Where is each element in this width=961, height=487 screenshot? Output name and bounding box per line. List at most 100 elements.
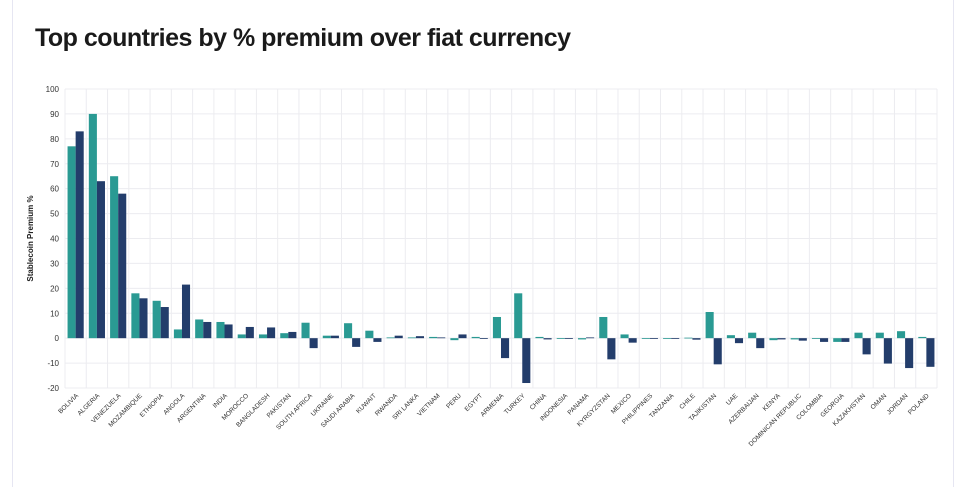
bar-indonesia-s2 [564,338,573,339]
y-tick-label: 40 [50,235,59,244]
bar-kenya-s2 [777,338,786,340]
x-tick-label: OMAN [870,392,889,411]
y-tick-label: -20 [47,384,59,393]
bar-tajikistan-s2 [713,338,722,365]
bar-kazakhstan-s1 [854,332,863,339]
bar-mexico-s1 [620,334,629,339]
bar-colombia-s1 [811,338,821,339]
bar-ukraine-s1 [322,335,331,339]
bar-peru-s2 [458,334,467,339]
bar-south-africa-s2 [309,338,318,349]
bar-dominican-republic-s2 [798,338,807,341]
x-tick-label: VIETNAM [416,392,441,417]
bar-mozambique-s1 [131,293,140,339]
bar-armenia-s1 [492,316,501,339]
bar-poland-s1 [918,336,927,339]
bar-uae-s2 [734,338,744,344]
bar-morocco-s1 [237,334,246,339]
y-axis-label: Stablecoin Premium % [26,195,35,281]
bar-india-s2 [224,324,233,339]
bar-saudi-arabia-s2 [352,338,361,347]
x-tick-label: EGYPT [464,392,485,413]
bar-angola-s1 [173,329,182,339]
bar-kyrgyzstan-s1 [599,316,608,339]
y-tick-label: 20 [50,284,59,293]
bar-pakistan-s2 [288,331,297,339]
bar-kyrgyzstan-s2 [607,338,616,360]
bar-uae-s1 [726,335,735,339]
y-tick-label: 0 [55,334,60,343]
bar-china-s2 [543,338,552,340]
bar-kazakhstan-s2 [862,338,871,355]
x-tick-label: JORDAN [886,392,910,416]
bar-venezuela-s2 [118,193,127,339]
bar-china-s1 [535,336,544,339]
y-tick-label: 10 [50,309,59,318]
bar-rwanda-s2 [394,335,403,339]
bar-india-s1 [216,321,225,339]
bar-saudi-arabia-s1 [344,323,353,339]
x-tick-label: PERU [445,392,463,410]
x-tick-label: TURKEY [503,392,527,416]
bar-philippines-s2 [649,338,658,339]
bar-mozambique-s2 [139,298,148,339]
x-tick-label: POLAND [907,392,931,416]
x-tick-label: CHINA [529,392,549,412]
bar-bangladesh-s2 [267,327,276,339]
y-tick-label: 60 [50,185,59,194]
y-tick-label: 50 [50,210,59,219]
bar-angola-s2 [181,284,191,339]
y-tick-label: 70 [50,160,59,169]
bar-algeria-s1 [88,113,97,339]
chart-panel [12,0,954,487]
bar-vietnam-s1 [429,336,438,339]
bar-georgia-s1 [833,338,842,342]
bar-oman-s1 [875,332,884,339]
x-tick-label: UAE [725,392,740,407]
bar-argentina-s1 [195,319,204,339]
y-tick-label: 30 [50,259,59,268]
bar-pakistan-s1 [280,333,289,339]
bar-mexico-s2 [628,338,637,343]
bar-armenia-s2 [501,338,510,359]
bar-peru-s1 [450,338,459,341]
x-tick-label: ARMENIA [480,392,506,418]
bar-chile-s2 [692,338,701,340]
bar-panama-s2 [586,337,595,339]
bar-dominican-republic-s1 [790,338,799,340]
bar-ukraine-s2 [330,335,339,339]
bar-turkey-s1 [514,293,523,339]
bar-bolivia-s2 [75,131,84,339]
bar-morocco-s2 [245,326,254,339]
bar-egypt-s1 [471,336,480,339]
chart-title: Top countries by % premium over fiat cur… [35,24,571,52]
y-tick-label: 80 [50,135,59,144]
bar-philippines-s1 [641,338,650,339]
x-tick-label: INDIA [212,392,230,410]
x-tick-label: CHILE [678,392,697,411]
bar-ethiopia-s2 [160,307,169,339]
x-tick-label: ETHIOPIA [139,392,166,419]
bar-panama-s1 [577,338,587,340]
bar-egypt-s2 [479,338,488,339]
bar-kuwait-s1 [365,330,374,339]
bar-sri-lanka-s1 [407,337,416,339]
bar-turkey-s2 [522,338,531,384]
bar-kenya-s1 [769,338,778,341]
bar-bangladesh-s1 [258,334,268,339]
bar-jordan-s2 [905,338,914,369]
bar-venezuela-s1 [110,176,119,339]
bar-georgia-s2 [841,338,850,342]
x-tick-label: KENYA [762,392,783,413]
bar-tanzania-s1 [663,338,672,339]
bar-tajikistan-s1 [705,312,714,339]
bar-azerbaijan-s2 [756,338,765,349]
bar-ethiopia-s1 [152,300,161,339]
bar-kuwait-s2 [373,338,382,342]
bar-bolivia-s1 [67,146,76,339]
bar-indonesia-s1 [556,338,565,339]
bar-algeria-s2 [96,181,105,339]
bar-jordan-s1 [897,331,906,339]
y-tick-label: 90 [50,110,59,119]
